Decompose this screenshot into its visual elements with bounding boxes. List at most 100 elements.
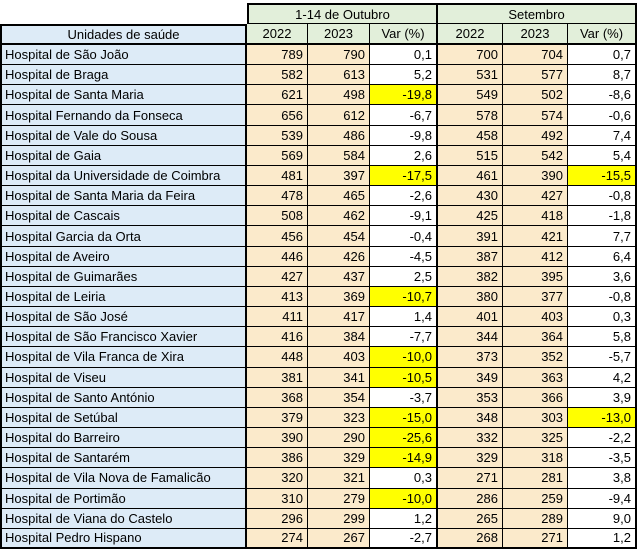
out-2022-value-cell[interactable]: 379 [247, 407, 308, 429]
out-2023-value-cell[interactable]: 612 [308, 105, 370, 126]
set-2023-value-cell[interactable]: 325 [503, 428, 568, 449]
out-var-percent-cell[interactable]: -2,7 [370, 528, 438, 549]
row-hospital-name-cell[interactable]: Hospital de Santa Maria [0, 85, 247, 106]
row-hospital-name-cell[interactable]: Hospital Fernando da Fonseca [0, 105, 247, 126]
out-2023-value-cell[interactable]: 354 [308, 387, 370, 408]
row-hospital-name-cell[interactable]: Hospital de Aveiro [0, 246, 247, 267]
set-var-percent-cell[interactable]: 5,4 [568, 145, 637, 166]
out-2022-value-cell[interactable]: 411 [247, 307, 308, 328]
set-var-percent-cell[interactable]: -15,5 [568, 165, 637, 187]
set-var-percent-cell[interactable]: 7,4 [568, 125, 637, 146]
out-var-percent-cell[interactable]: -25,6 [370, 428, 438, 449]
row-hospital-name-cell[interactable]: Hospital de Viana do Castelo [0, 508, 247, 529]
out-2023-value-cell[interactable]: 584 [308, 145, 370, 166]
out-var-percent-cell[interactable]: 0,3 [370, 468, 438, 489]
column-header-set-2022[interactable]: 2022 [438, 24, 503, 45]
out-2023-value-cell[interactable]: 462 [308, 206, 370, 227]
column-header-unidades-de-saude[interactable]: Unidades de saúde [0, 24, 247, 45]
set-var-percent-cell[interactable]: -8,6 [568, 85, 637, 106]
out-2023-value-cell[interactable]: 613 [308, 65, 370, 86]
out-2022-value-cell[interactable]: 789 [247, 45, 308, 66]
out-2022-value-cell[interactable]: 508 [247, 206, 308, 227]
set-2022-value-cell[interactable]: 332 [438, 428, 503, 449]
set-var-percent-cell[interactable]: 1,2 [568, 528, 637, 549]
set-2022-value-cell[interactable]: 387 [438, 246, 503, 267]
out-2023-value-cell[interactable]: 437 [308, 266, 370, 287]
out-var-percent-cell[interactable]: -19,8 [370, 85, 438, 106]
set-var-percent-cell[interactable]: -0,8 [568, 286, 637, 308]
out-2023-value-cell[interactable]: 403 [308, 347, 370, 368]
column-header-set-2023[interactable]: 2023 [503, 24, 568, 45]
set-2022-value-cell[interactable]: 268 [438, 528, 503, 549]
out-2023-value-cell[interactable]: 267 [308, 528, 370, 549]
out-var-percent-cell[interactable]: -10,0 [370, 488, 438, 509]
out-2022-value-cell[interactable]: 296 [247, 508, 308, 529]
row-hospital-name-cell[interactable]: Hospital da Universidade de Coimbra [0, 165, 247, 187]
column-header-out-2023[interactable]: 2023 [308, 24, 370, 45]
out-2022-value-cell[interactable]: 413 [247, 286, 308, 308]
out-var-percent-cell[interactable]: -4,5 [370, 246, 438, 267]
out-var-percent-cell[interactable]: 1,2 [370, 508, 438, 529]
out-var-percent-cell[interactable]: 1,4 [370, 307, 438, 328]
column-header-out-var[interactable]: Var (%) [370, 24, 438, 45]
out-2023-value-cell[interactable]: 384 [308, 327, 370, 348]
out-var-percent-cell[interactable]: -0,4 [370, 226, 438, 247]
out-2023-value-cell[interactable]: 321 [308, 468, 370, 489]
row-hospital-name-cell[interactable]: Hospital do Barreiro [0, 428, 247, 449]
row-hospital-name-cell[interactable]: Hospital de Santo António [0, 387, 247, 408]
set-2023-value-cell[interactable]: 403 [503, 307, 568, 328]
out-2022-value-cell[interactable]: 478 [247, 186, 308, 207]
out-var-percent-cell[interactable]: -10,0 [370, 347, 438, 368]
out-2022-value-cell[interactable]: 448 [247, 347, 308, 368]
set-2023-value-cell[interactable]: 289 [503, 508, 568, 529]
column-header-set-var[interactable]: Var (%) [568, 24, 637, 45]
set-2022-value-cell[interactable]: 380 [438, 286, 503, 308]
set-var-percent-cell[interactable]: -3,5 [568, 448, 637, 469]
out-2022-value-cell[interactable]: 274 [247, 528, 308, 549]
set-var-percent-cell[interactable]: 0,7 [568, 45, 637, 66]
set-2023-value-cell[interactable]: 502 [503, 85, 568, 106]
row-hospital-name-cell[interactable]: Hospital de Braga [0, 65, 247, 86]
out-2022-value-cell[interactable]: 621 [247, 85, 308, 106]
set-2023-value-cell[interactable]: 542 [503, 145, 568, 166]
out-var-percent-cell[interactable]: -3,7 [370, 387, 438, 408]
set-2022-value-cell[interactable]: 349 [438, 367, 503, 388]
set-var-percent-cell[interactable]: 3,8 [568, 468, 637, 489]
set-var-percent-cell[interactable]: 3,6 [568, 266, 637, 287]
out-var-percent-cell[interactable]: 2,5 [370, 266, 438, 287]
row-hospital-name-cell[interactable]: Hospital de Setúbal [0, 407, 247, 429]
set-var-percent-cell[interactable]: 9,0 [568, 508, 637, 529]
set-2022-value-cell[interactable]: 373 [438, 347, 503, 368]
out-var-percent-cell[interactable]: -9,1 [370, 206, 438, 227]
out-2023-value-cell[interactable]: 426 [308, 246, 370, 267]
set-2023-value-cell[interactable]: 418 [503, 206, 568, 227]
out-var-percent-cell[interactable]: -9,8 [370, 125, 438, 146]
out-2023-value-cell[interactable]: 329 [308, 448, 370, 469]
set-2022-value-cell[interactable]: 353 [438, 387, 503, 408]
set-2023-value-cell[interactable]: 318 [503, 448, 568, 469]
set-2022-value-cell[interactable]: 265 [438, 508, 503, 529]
set-2022-value-cell[interactable]: 549 [438, 85, 503, 106]
row-hospital-name-cell[interactable]: Hospital de Viseu [0, 367, 247, 388]
out-2023-value-cell[interactable]: 397 [308, 165, 370, 187]
set-var-percent-cell[interactable]: -13,0 [568, 407, 637, 429]
out-var-percent-cell[interactable]: -10,7 [370, 286, 438, 308]
out-var-percent-cell[interactable]: -2,6 [370, 186, 438, 207]
out-2022-value-cell[interactable]: 481 [247, 165, 308, 187]
set-2023-value-cell[interactable]: 259 [503, 488, 568, 509]
out-var-percent-cell[interactable]: -14,9 [370, 448, 438, 469]
set-2022-value-cell[interactable]: 700 [438, 45, 503, 66]
set-2022-value-cell[interactable]: 531 [438, 65, 503, 86]
row-hospital-name-cell[interactable]: Hospital de Santa Maria da Feira [0, 186, 247, 207]
set-var-percent-cell[interactable]: 7,7 [568, 226, 637, 247]
set-2022-value-cell[interactable]: 515 [438, 145, 503, 166]
out-var-percent-cell[interactable]: 0,1 [370, 45, 438, 66]
set-2022-value-cell[interactable]: 329 [438, 448, 503, 469]
out-2022-value-cell[interactable]: 390 [247, 428, 308, 449]
set-2023-value-cell[interactable]: 377 [503, 286, 568, 308]
out-2023-value-cell[interactable]: 290 [308, 428, 370, 449]
set-2022-value-cell[interactable]: 344 [438, 327, 503, 348]
out-2023-value-cell[interactable]: 454 [308, 226, 370, 247]
row-hospital-name-cell[interactable]: Hospital de Leiria [0, 286, 247, 308]
row-hospital-name-cell[interactable]: Hospital de Gaia [0, 145, 247, 166]
